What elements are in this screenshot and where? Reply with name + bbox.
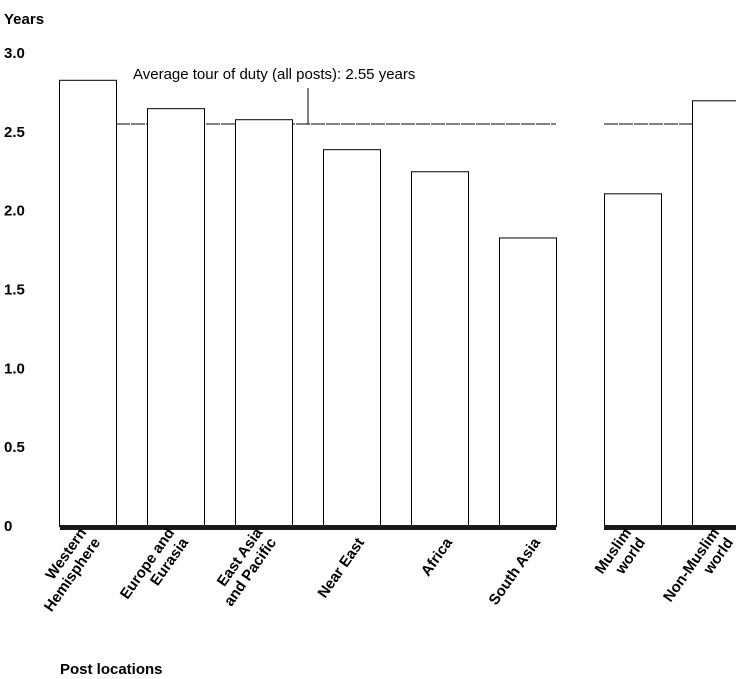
baselines	[60, 525, 736, 530]
y-tick-label: 0.5	[4, 439, 25, 456]
x-tick-label: South Asia	[486, 534, 545, 608]
bar	[59, 79, 117, 527]
bars	[59, 79, 736, 528]
bar	[235, 119, 293, 527]
y-tick-label: 2.5	[4, 124, 25, 141]
bar	[147, 108, 205, 528]
y-tick-label: 0	[4, 518, 12, 535]
x-axis-baseline	[604, 525, 736, 530]
x-tick-label-line: Africa	[418, 534, 457, 579]
x-tick-label: Africa	[418, 534, 457, 579]
x-tick-label: Near East	[314, 535, 368, 601]
bar	[323, 149, 381, 527]
x-axis-baseline	[60, 525, 556, 530]
x-axis-title: Post locations	[60, 661, 163, 678]
y-tick-label: 1.0	[4, 360, 25, 377]
y-tick-label: 2.0	[4, 203, 25, 220]
y-axis-ticks: 0 0.5 1.0 1.5 2.0 2.5 3.0	[4, 45, 25, 535]
x-tick-label-line: Near East	[314, 535, 368, 601]
y-tick-label: 1.5	[4, 282, 25, 299]
average-line-annotation: Average tour of duty (all posts): 2.55 y…	[133, 66, 415, 83]
y-tick-label: 3.0	[4, 45, 25, 62]
x-tick-label-line: South Asia	[486, 534, 545, 608]
bar	[604, 193, 662, 527]
bar	[692, 100, 736, 528]
bar	[411, 171, 469, 527]
bar	[499, 237, 557, 527]
y-axis-title: Years	[4, 11, 44, 28]
